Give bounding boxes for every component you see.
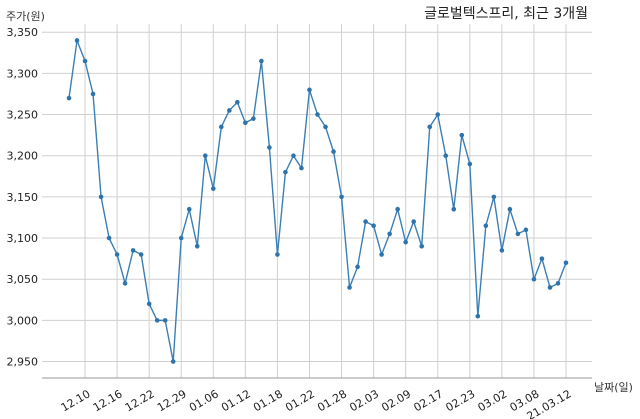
y-tick-label: 3,000 [7, 314, 39, 327]
y-tick-label: 3,300 [7, 67, 39, 80]
data-points [66, 38, 569, 364]
data-point [499, 248, 505, 253]
y-tick-label: 3,250 [7, 109, 39, 122]
x-tick-labels: 12.1012.1612.2212.2901.0601.1201.1801.22… [59, 387, 574, 419]
x-tick-label: 12.29 [155, 387, 189, 414]
grid [42, 24, 592, 378]
x-tick-label: 01.06 [187, 387, 221, 414]
y-tick-label: 3,050 [7, 273, 39, 286]
data-point [443, 153, 449, 159]
y-axis-label: 주가(원) [6, 10, 45, 23]
data-point [515, 231, 521, 237]
data-point [251, 116, 256, 121]
data-point [170, 359, 176, 364]
data-point [227, 108, 232, 113]
data-point [555, 281, 561, 286]
data-point [507, 206, 513, 212]
data-point [547, 285, 553, 290]
x-tick-label: 02.09 [379, 387, 413, 414]
data-point [339, 194, 344, 200]
x-tick-label: 02.03 [347, 387, 381, 414]
x-tick-label: 02.17 [411, 387, 445, 414]
data-point [475, 313, 481, 319]
data-point [491, 194, 497, 200]
x-tick-label: 12.22 [123, 387, 157, 414]
chart-title: 글로벌텍스프리, 최근 3개월 [424, 6, 588, 22]
data-point [210, 186, 216, 191]
data-point [154, 318, 160, 323]
y-tick-labels: 2,950 3,000 3,050 3,100 3,150 3,200 3,250 3,300… [7, 26, 39, 368]
data-point [539, 256, 545, 261]
y-tick-label: 3,350 [7, 26, 39, 39]
data-point [267, 145, 272, 150]
data-point [275, 252, 280, 257]
data-point [122, 281, 128, 286]
data-point [379, 252, 384, 257]
data-point [531, 276, 537, 282]
data-point [194, 243, 200, 249]
x-tick-label: 01.22 [283, 387, 317, 414]
data-point [283, 169, 288, 175]
data-point [563, 260, 569, 266]
data-point [315, 112, 320, 117]
data-point [323, 124, 328, 130]
data-point [178, 235, 184, 241]
data-point [82, 58, 88, 64]
price-line [68, 37, 567, 362]
x-tick-label: 03.02 [476, 387, 510, 414]
x-tick-label: 12.10 [59, 387, 93, 414]
data-point [355, 264, 360, 270]
data-point [291, 153, 296, 159]
x-tick-label: 01.18 [251, 387, 285, 414]
data-point [299, 165, 304, 171]
data-point [66, 95, 72, 101]
y-tick-label: 3,100 [7, 232, 39, 245]
x-tick-label: 01.12 [219, 387, 253, 414]
x-tick-label: 02.23 [444, 387, 478, 414]
data-point [90, 91, 96, 97]
data-point [419, 243, 425, 249]
data-point [130, 248, 136, 253]
data-point [146, 301, 152, 307]
data-point [243, 120, 248, 126]
data-point [259, 58, 264, 64]
data-point [331, 149, 336, 154]
data-point [435, 112, 441, 117]
y-tick-label: 2,950 [7, 356, 39, 369]
data-point [235, 99, 240, 105]
data-point [451, 206, 457, 212]
data-point [363, 219, 368, 224]
x-axis-label: 날짜(일) [594, 380, 633, 394]
x-tick-label: 01.28 [315, 387, 349, 414]
data-point [114, 252, 120, 257]
data-point [347, 285, 352, 290]
data-point [219, 124, 224, 130]
data-point [395, 206, 400, 212]
data-point [186, 206, 192, 212]
data-point [98, 194, 104, 200]
data-point [459, 132, 465, 138]
data-point [371, 223, 376, 228]
data-point [523, 227, 529, 233]
data-point [467, 161, 473, 167]
y-tick-label: 3,200 [7, 150, 39, 163]
data-point [411, 219, 416, 224]
data-point [138, 252, 144, 257]
x-tick-label: 12.16 [91, 387, 125, 414]
data-point [106, 235, 112, 241]
data-point [162, 318, 168, 323]
data-point [427, 124, 433, 130]
data-point [202, 153, 208, 159]
data-point [307, 87, 312, 93]
series-price [68, 37, 567, 362]
data-point [387, 231, 392, 237]
data-point [403, 239, 408, 245]
data-point [74, 38, 80, 43]
data-point [483, 223, 489, 228]
y-tick-label: 3,150 [7, 191, 39, 204]
